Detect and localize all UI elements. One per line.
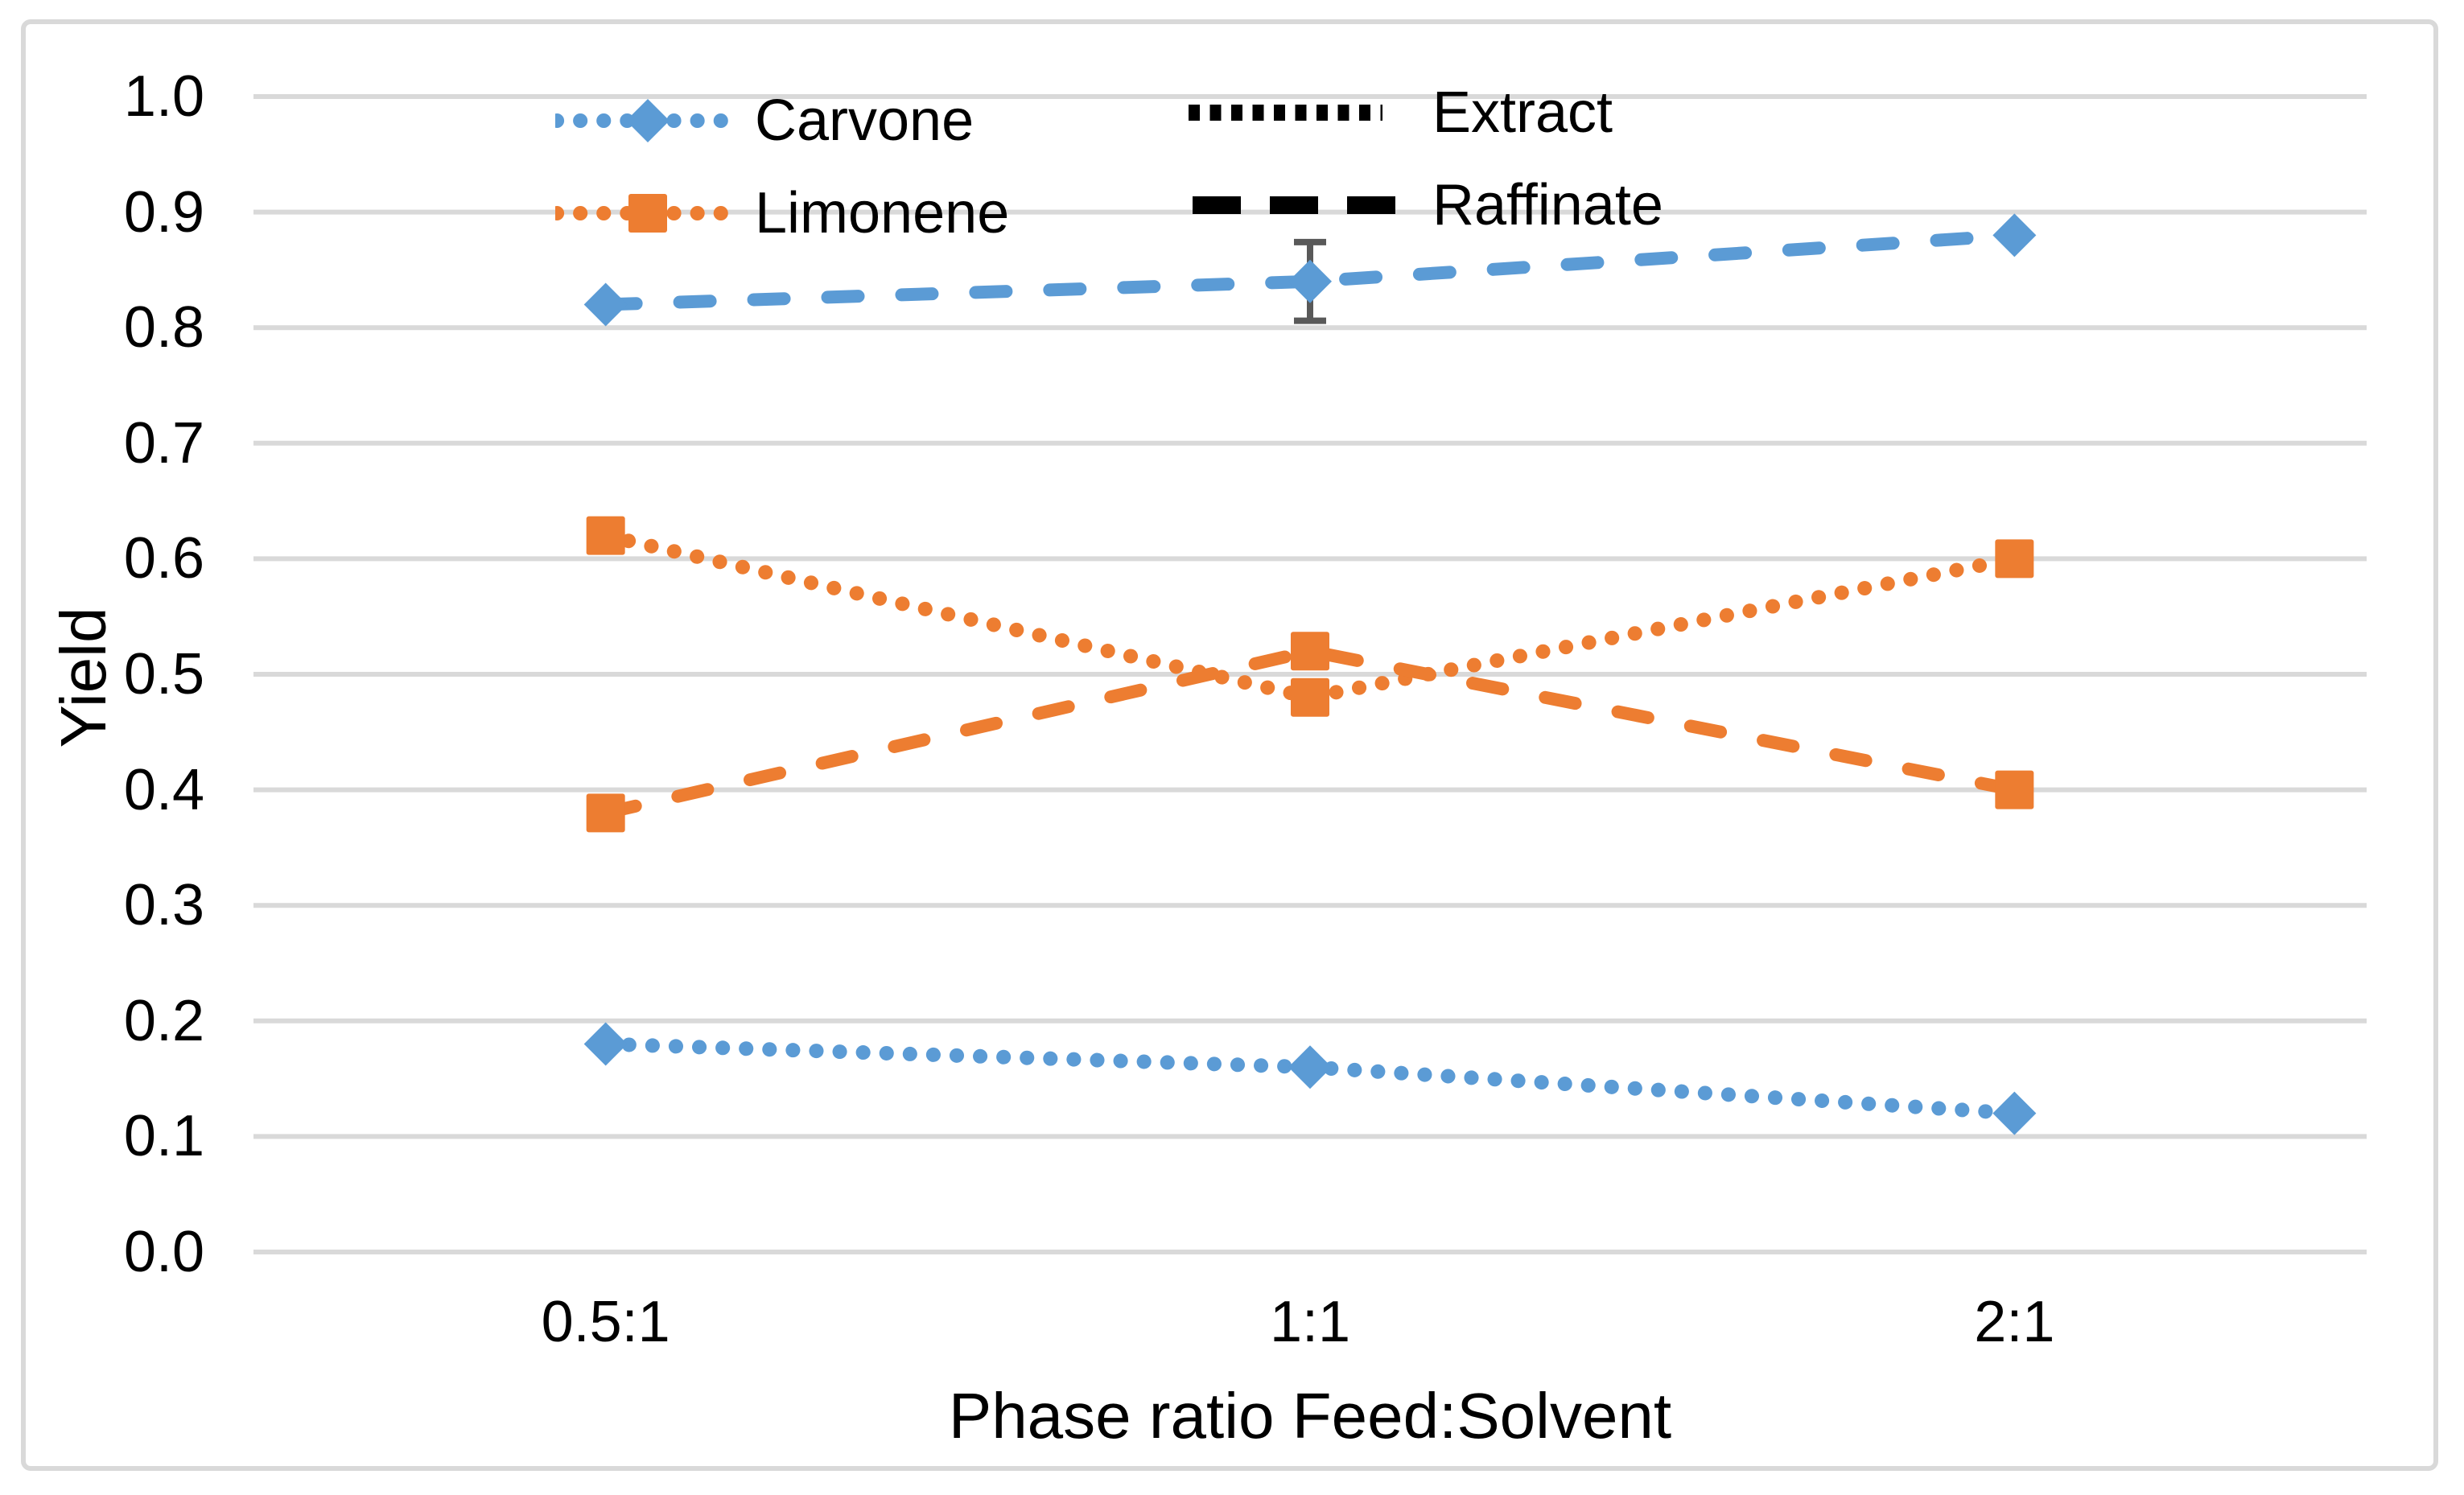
series-line-limonene-raffinate	[599, 645, 2021, 820]
y-tick-label: 0.2	[123, 988, 204, 1053]
data-point-diamond-icon	[583, 282, 628, 327]
legend-line-icon	[550, 99, 746, 142]
data-point-square-icon	[586, 793, 625, 833]
x-tick-label: 1:1	[1269, 1290, 1351, 1354]
legend-label-extract: Extract	[1432, 80, 1613, 145]
x-tick-label: 2:1	[1974, 1290, 2055, 1354]
legend-line-icon	[1193, 196, 1399, 214]
y-axis-title: Yield	[47, 607, 119, 748]
data-point-diamond-icon	[626, 99, 670, 142]
data-point-square-icon	[1995, 539, 2034, 579]
data-point-diamond-icon	[1288, 259, 1332, 303]
x-tick-label: 0.5:1	[541, 1290, 670, 1354]
y-tick-label: 0.7	[123, 410, 204, 476]
legend-marker-carvone-icon	[550, 95, 746, 150]
y-tick-label: 0.8	[123, 295, 204, 360]
y-tick-label: 0.3	[123, 873, 204, 938]
legend-line-icon	[550, 194, 746, 233]
y-tick-label: 1.0	[123, 64, 204, 129]
legend-marker-limonene-icon	[550, 187, 746, 243]
data-point-square-icon	[586, 516, 625, 555]
legend-line-icon	[1189, 105, 1382, 121]
legend-marker-extract-icon	[1187, 87, 1384, 142]
y-tick-label: 0.1	[123, 1104, 204, 1169]
legend-label-carvone: Carvone	[755, 89, 974, 153]
x-axis-title: Phase ratio Feed:Solvent	[948, 1380, 1672, 1452]
data-point-square-icon	[1291, 632, 1329, 671]
data-point-diamond-icon	[1992, 213, 2037, 257]
y-tick-label: 0.4	[123, 757, 204, 822]
y-tick-label: 0.5	[123, 642, 204, 706]
data-point-diamond-icon	[583, 1022, 628, 1066]
legend-label-raffinate: Raffinate	[1432, 173, 1663, 237]
y-tick-label: 0.6	[123, 526, 204, 591]
chart-outer-border	[21, 19, 2438, 1471]
data-point-square-icon	[1995, 770, 2034, 809]
data-point-diamond-icon	[1992, 1091, 2037, 1135]
data-point-square-icon	[1291, 677, 1329, 717]
data-point-square-icon	[628, 194, 667, 233]
series-line-carvone-raffinate	[599, 229, 2021, 311]
legend-label-limonene: Limonene	[755, 181, 1010, 245]
legend-marker-raffinate-icon	[1191, 179, 1400, 235]
y-tick-label: 0.9	[123, 179, 204, 245]
data-point-diamond-icon	[1288, 1045, 1332, 1089]
y-tick-label: 0.0	[123, 1220, 204, 1284]
